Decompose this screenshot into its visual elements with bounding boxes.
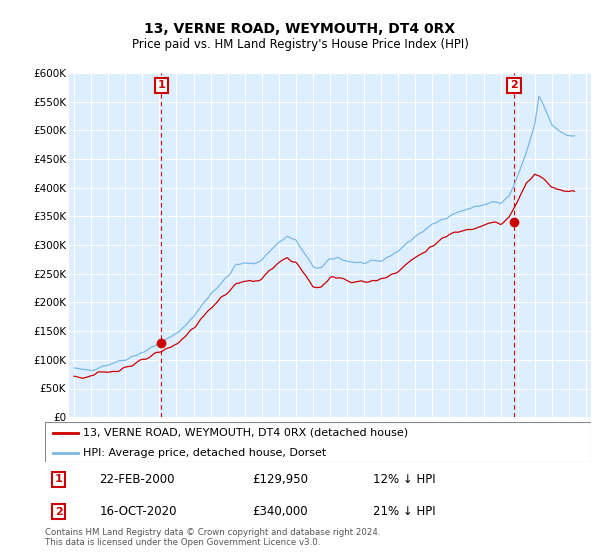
Text: 2: 2 <box>510 81 518 90</box>
Text: £340,000: £340,000 <box>253 505 308 519</box>
Text: 1: 1 <box>158 81 166 90</box>
Text: HPI: Average price, detached house, Dorset: HPI: Average price, detached house, Dors… <box>83 448 326 458</box>
Text: 13, VERNE ROAD, WEYMOUTH, DT4 0RX (detached house): 13, VERNE ROAD, WEYMOUTH, DT4 0RX (detac… <box>83 428 409 438</box>
Text: Price paid vs. HM Land Registry's House Price Index (HPI): Price paid vs. HM Land Registry's House … <box>131 38 469 50</box>
Text: £129,950: £129,950 <box>253 473 308 486</box>
Text: Contains HM Land Registry data © Crown copyright and database right 2024.
This d: Contains HM Land Registry data © Crown c… <box>45 528 380 547</box>
Text: 12% ↓ HPI: 12% ↓ HPI <box>373 473 435 486</box>
Text: 1: 1 <box>55 474 62 484</box>
FancyBboxPatch shape <box>45 422 591 462</box>
Text: 16-OCT-2020: 16-OCT-2020 <box>100 505 177 519</box>
Text: 2: 2 <box>55 507 62 517</box>
Text: 21% ↓ HPI: 21% ↓ HPI <box>373 505 435 519</box>
Text: 13, VERNE ROAD, WEYMOUTH, DT4 0RX: 13, VERNE ROAD, WEYMOUTH, DT4 0RX <box>145 22 455 36</box>
Text: 22-FEB-2000: 22-FEB-2000 <box>100 473 175 486</box>
